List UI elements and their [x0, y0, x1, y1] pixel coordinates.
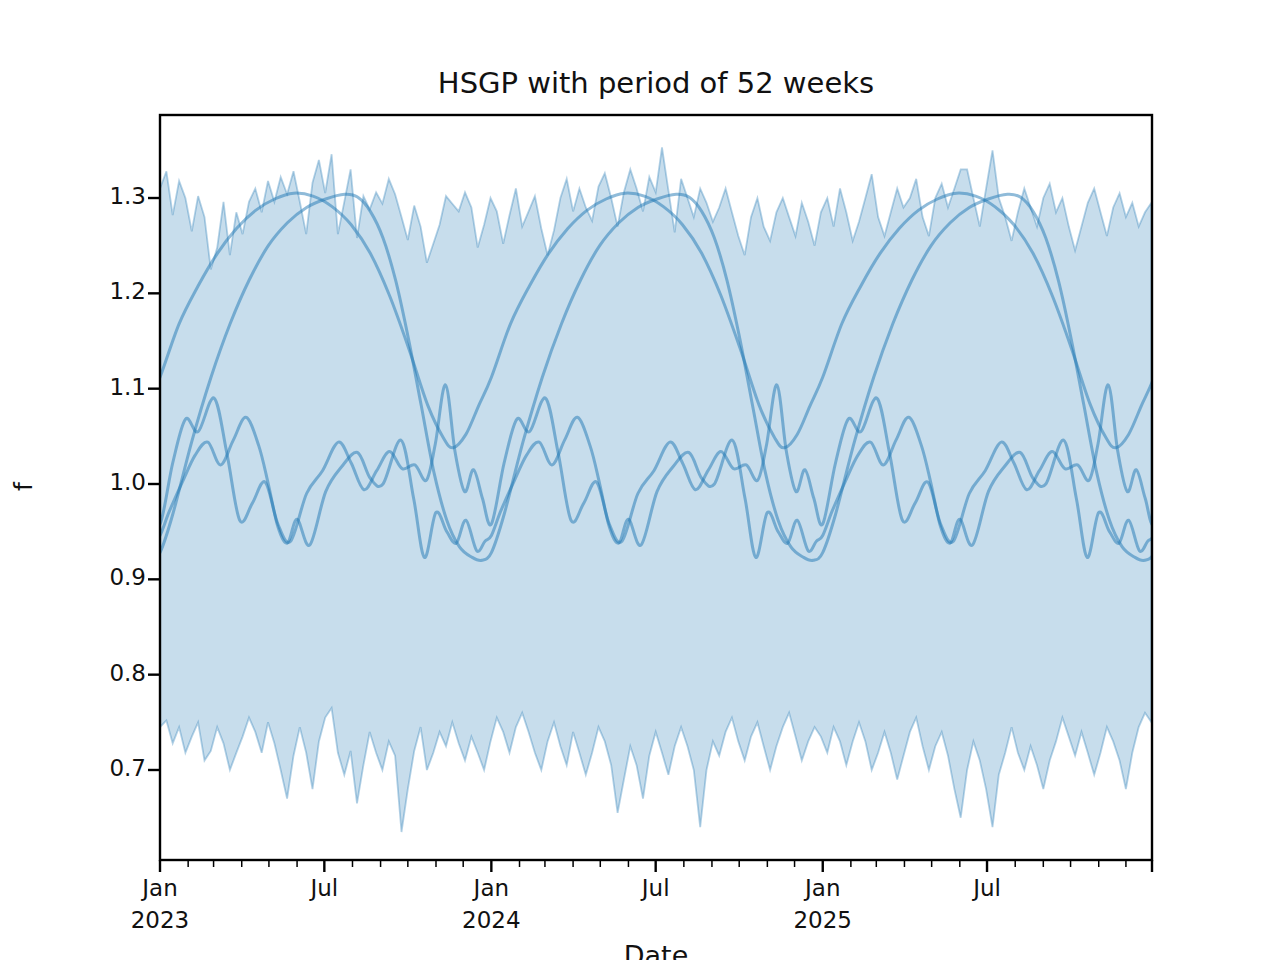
y-tick-label: 1.1: [46, 374, 146, 400]
x-tick-label: Jul: [596, 872, 716, 904]
chart-title: HSGP with period of 52 weeks: [160, 66, 1152, 100]
y-tick-label: 0.8: [46, 660, 146, 686]
plot-area: [0, 148, 1280, 833]
x-tick-label: Jan2024: [431, 872, 551, 936]
x-tick-label: Jan2025: [763, 872, 883, 936]
y-tick-label: 1.0: [46, 469, 146, 495]
figure: HSGP with period of 52 weeks f Date 1.3 1…: [0, 0, 1280, 960]
x-tick-label: Jul: [927, 872, 1047, 904]
x-tick-label: Jan2023: [100, 872, 220, 936]
y-tick-label: 1.3: [46, 183, 146, 209]
chart-canvas: [0, 0, 1280, 960]
x-axis-label: Date: [160, 940, 1152, 960]
y-tick-label: 1.2: [46, 278, 146, 304]
x-tick-label: Jul: [264, 872, 384, 904]
y-axis-label: f: [9, 407, 38, 567]
y-tick-label: 0.7: [46, 755, 146, 781]
y-tick-label: 0.9: [46, 564, 146, 590]
